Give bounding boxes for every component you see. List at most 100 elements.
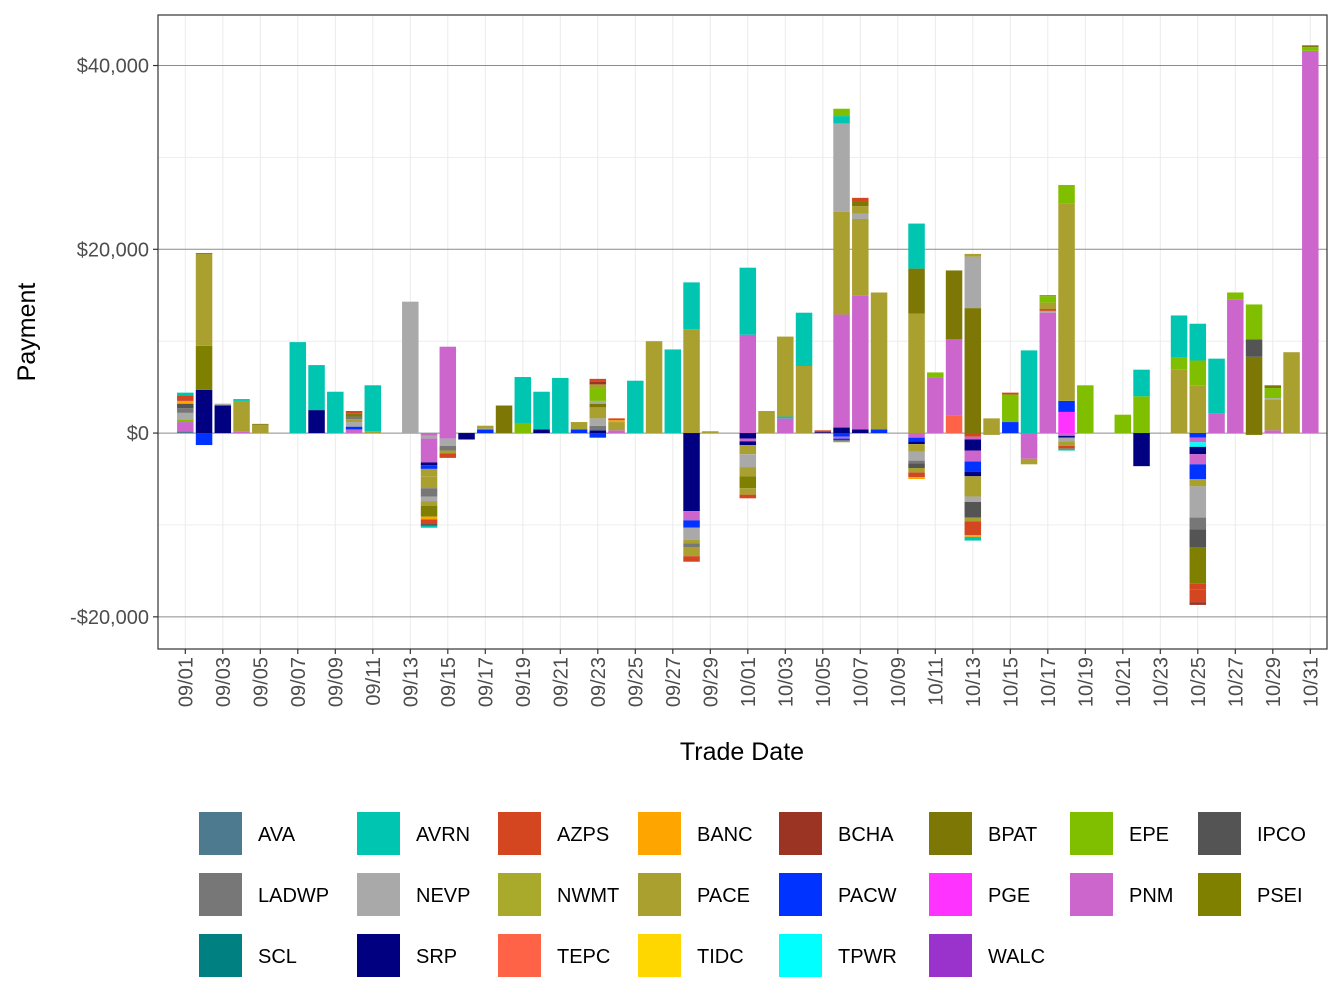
bar-segment — [364, 431, 382, 434]
bar-segment — [683, 527, 700, 540]
bar-segment — [739, 467, 757, 477]
legend-label: AVA — [258, 824, 296, 846]
bar-segment — [1058, 437, 1075, 442]
bar-segment — [195, 433, 213, 446]
legend-swatch — [638, 873, 681, 916]
bar-segment — [345, 422, 363, 427]
bar-segment — [439, 346, 457, 434]
legend-label: BPAT — [988, 824, 1037, 846]
bar-segment — [908, 313, 925, 434]
x-tick-label: 10/23 — [1150, 657, 1172, 707]
bar-segment — [983, 433, 1000, 435]
y-tick-label: $20,000 — [77, 239, 149, 261]
bar-segment — [739, 433, 757, 439]
bar-segment — [683, 543, 700, 548]
bar-segment — [533, 429, 550, 434]
bar-segment — [1227, 292, 1244, 300]
bar-segment — [477, 425, 494, 429]
bar-segment — [908, 223, 925, 269]
bar-segment — [964, 256, 982, 309]
bar-segment — [964, 471, 982, 477]
bar-segment — [608, 418, 625, 421]
x-tick-label: 10/03 — [775, 657, 797, 707]
bar-segment — [964, 496, 982, 502]
bar-segment — [1058, 435, 1075, 438]
bar-segment — [964, 476, 982, 497]
legend-label: AZPS — [557, 824, 609, 846]
bar-segment — [795, 365, 813, 434]
bar-segment — [477, 429, 494, 434]
bar-segment — [420, 505, 438, 517]
legend-swatch — [929, 934, 972, 977]
bar-segment — [327, 391, 344, 434]
legend-swatch — [357, 812, 400, 855]
legend-label: BCHA — [838, 824, 894, 846]
bar-segment — [608, 422, 625, 431]
bar-segment — [177, 412, 194, 420]
bar-segment — [739, 445, 757, 455]
bar-segment — [945, 339, 963, 416]
bar-segment — [177, 403, 194, 409]
bar-segment — [927, 377, 944, 434]
legend-swatch — [498, 812, 541, 855]
bar-segment — [777, 418, 794, 434]
bar-segment — [195, 345, 213, 390]
bar-segment — [1189, 486, 1207, 518]
bar-segment — [214, 403, 232, 406]
bar-segment — [908, 477, 925, 480]
bar-segment — [908, 268, 925, 314]
bar-segment — [1170, 369, 1188, 434]
legend-swatch — [779, 873, 822, 916]
bar-segment — [833, 427, 850, 434]
bar-segment — [439, 450, 457, 454]
legend-label: LADWP — [258, 885, 329, 907]
bar-segment — [589, 407, 607, 419]
bar-segment — [420, 433, 438, 436]
bar-segment — [345, 419, 363, 423]
bar-segment — [589, 381, 607, 385]
bar-segment — [1189, 454, 1207, 465]
bar-segment — [177, 400, 194, 404]
bar-segment — [233, 431, 250, 434]
legend-label: TIDC — [697, 946, 744, 968]
x-tick-label: 09/13 — [400, 657, 422, 707]
bar-segment — [683, 547, 700, 557]
bar-segment — [945, 415, 963, 434]
bar-segment — [458, 433, 475, 440]
x-tick-label: 10/17 — [1038, 657, 1060, 707]
bar-segment — [1189, 589, 1207, 603]
bar-segment — [833, 438, 850, 441]
bar-segment — [1002, 422, 1019, 434]
bar-segment — [852, 213, 869, 219]
bar-segment — [308, 410, 325, 434]
bar-segment — [964, 536, 982, 541]
bar-segment — [683, 329, 700, 434]
bar-segment — [1002, 392, 1019, 395]
bar-segment — [833, 314, 850, 428]
bar-segment — [1264, 430, 1282, 434]
legend-label: PACE — [697, 885, 750, 907]
x-tick-label: 09/29 — [700, 657, 722, 707]
x-tick-label: 09/19 — [513, 657, 535, 707]
bar-segment — [1058, 448, 1075, 451]
bar-segment — [1058, 445, 1075, 449]
legend-swatch — [199, 873, 242, 916]
bar-segment — [589, 384, 607, 389]
bar-segment — [1189, 446, 1207, 451]
legend-swatch — [779, 934, 822, 977]
legend-swatch — [1070, 812, 1113, 855]
bar-segment — [1039, 312, 1057, 434]
bar-segment — [195, 253, 213, 346]
x-axis-title: Trade Date — [680, 738, 804, 766]
bar-segment — [683, 520, 700, 528]
legend-swatch — [199, 812, 242, 855]
bar-segment — [795, 312, 813, 366]
x-tick-label: 10/27 — [1225, 657, 1247, 707]
bar-segment — [1189, 602, 1207, 605]
bar-segment — [552, 377, 569, 434]
legend-label: WALC — [988, 946, 1045, 968]
bar-segment — [964, 535, 982, 537]
bar-segment — [964, 461, 982, 472]
bar-segment — [420, 525, 438, 528]
